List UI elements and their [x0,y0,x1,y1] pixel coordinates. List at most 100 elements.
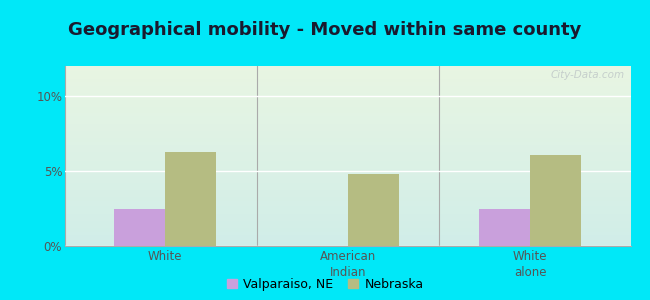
Bar [65,185,630,187]
Bar [65,235,630,237]
Bar [165,152,216,246]
Bar [65,239,630,241]
Bar [65,181,630,183]
Bar [65,80,630,82]
Bar [65,82,630,84]
Bar [65,113,630,115]
Bar [65,161,630,163]
Bar [65,190,630,192]
Bar [65,138,630,140]
Text: City-Data.com: City-Data.com [551,70,625,80]
Bar [65,174,630,176]
Bar [65,206,630,208]
Bar [65,75,630,77]
Bar [65,136,630,138]
Bar [65,106,630,107]
Bar [65,224,630,226]
Bar [65,142,630,143]
Bar [65,70,630,71]
Bar [65,165,630,167]
Bar [65,179,630,181]
Bar [65,95,630,97]
Bar [348,174,399,246]
Bar [65,158,630,160]
Bar [65,163,630,165]
Bar [65,147,630,149]
Legend: Valparaiso, NE, Nebraska: Valparaiso, NE, Nebraska [227,278,423,291]
Bar [65,221,630,223]
Bar [65,71,630,73]
Bar [65,111,630,113]
Bar [65,201,630,203]
Bar [65,145,630,147]
Bar [65,93,630,95]
Bar [65,205,630,206]
Bar [65,102,630,104]
Bar [65,79,630,80]
Bar [65,237,630,239]
Bar [65,194,630,196]
Bar [65,84,630,86]
Bar [65,208,630,210]
Bar [65,170,630,172]
Bar [65,203,630,205]
Bar [65,217,630,219]
Bar [65,100,630,102]
Bar [114,208,165,246]
Bar [65,178,630,179]
Bar [65,160,630,161]
Bar [65,120,630,122]
Bar [65,91,630,93]
Text: Geographical mobility - Moved within same county: Geographical mobility - Moved within sam… [68,21,582,39]
Bar [65,66,630,68]
Bar [65,151,630,152]
Bar [65,214,630,215]
Bar [65,131,630,133]
Bar [65,219,630,221]
Bar [65,169,630,170]
Bar [65,115,630,116]
Bar [65,242,630,244]
Bar [65,124,630,125]
Bar [65,73,630,75]
Bar [65,192,630,194]
Bar [65,98,630,100]
Bar [65,104,630,106]
Bar [65,86,630,88]
Bar [65,77,630,79]
Bar [65,199,630,201]
Bar [65,233,630,235]
Bar [65,116,630,118]
Bar [65,187,630,188]
Bar [65,97,630,98]
Bar [65,232,630,233]
Bar [65,133,630,134]
Bar [65,152,630,154]
Bar [65,109,630,111]
Bar [65,68,630,70]
Bar [65,223,630,224]
Bar [65,156,630,158]
Bar [530,154,581,246]
Bar [65,88,630,89]
Bar [65,226,630,228]
Bar [65,89,630,91]
Bar [65,167,630,169]
Bar [65,140,630,142]
Bar [65,228,630,230]
Bar [65,212,630,214]
Bar [65,118,630,120]
Bar [65,127,630,129]
Bar [65,129,630,131]
Bar [65,172,630,174]
Bar [65,197,630,199]
Bar [65,134,630,136]
Bar [65,244,630,246]
Bar [65,149,630,151]
Bar [65,125,630,127]
Bar [65,183,630,185]
Bar [65,241,630,242]
Bar [65,230,630,232]
Bar [65,122,630,124]
Bar [65,210,630,212]
